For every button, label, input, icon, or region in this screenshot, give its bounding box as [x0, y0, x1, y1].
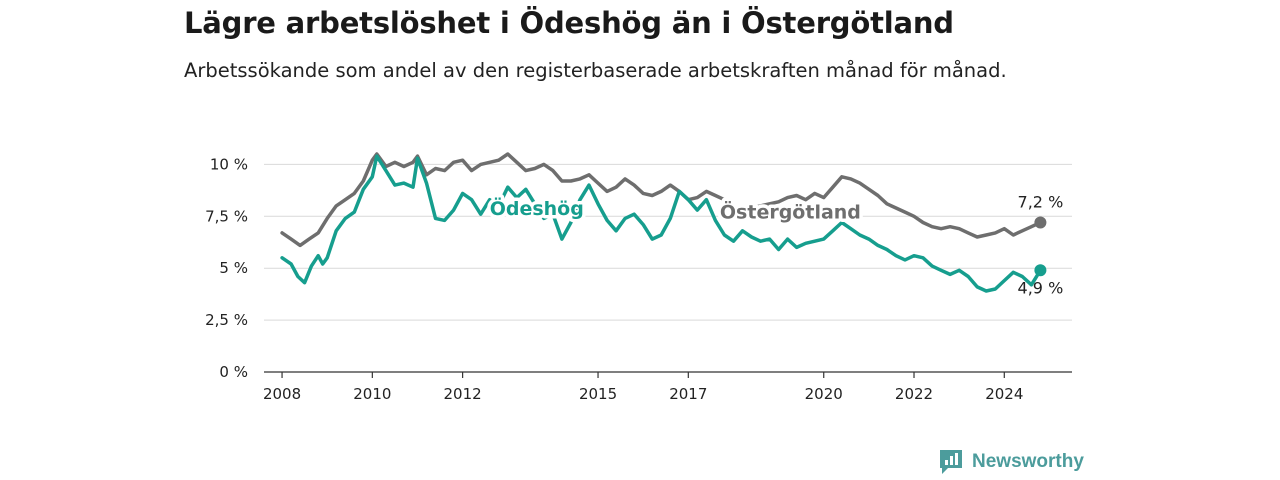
- series-lines: [280, 152, 1047, 293]
- series-line: [280, 154, 1043, 293]
- x-tick-label: 2015: [579, 385, 617, 403]
- y-tick-label: 2,5 %: [205, 311, 248, 329]
- y-tick-label: 7,5 %: [205, 207, 248, 225]
- y-tick-label: 0 %: [219, 363, 248, 381]
- chart-subtitle: Arbetssökande som andel av den registerb…: [184, 59, 1007, 82]
- x-tick-label: 2012: [444, 385, 482, 403]
- series-end-label: 4,9 %: [1018, 278, 1064, 297]
- x-tick-label: 2024: [985, 385, 1023, 403]
- brand-name: Newsworthy: [972, 451, 1084, 472]
- gridlines: [264, 163, 1072, 378]
- chart-labels: 0 % 2,5 % 5 % 7,5 % 10 % 2008 2010 2012 2015 2017…: [205, 155, 1063, 403]
- newsworthy-logo-icon: [940, 450, 962, 474]
- y-tick-label: 10 %: [210, 155, 248, 173]
- series-name-label: Ödeshög: [490, 196, 584, 220]
- y-tick-label: 5 %: [219, 259, 248, 277]
- series-name-label: Östergötland: [720, 199, 861, 223]
- x-tick-label: 2020: [805, 385, 843, 403]
- series-end-label: 7,2 %: [1018, 193, 1064, 212]
- brand-logo: Newsworthy: [938, 448, 1084, 476]
- x-tick-label: 2022: [895, 385, 933, 403]
- x-tick-label: 2017: [669, 385, 707, 403]
- x-tick-label: 2008: [263, 385, 301, 403]
- series-end-point: [1034, 264, 1047, 277]
- x-tick-label: 2010: [353, 385, 391, 403]
- series-end-point: [1034, 216, 1047, 229]
- chart-title: Lägre arbetslöshet i Ödeshög än i Österg…: [184, 6, 954, 40]
- series-line: [280, 152, 1043, 248]
